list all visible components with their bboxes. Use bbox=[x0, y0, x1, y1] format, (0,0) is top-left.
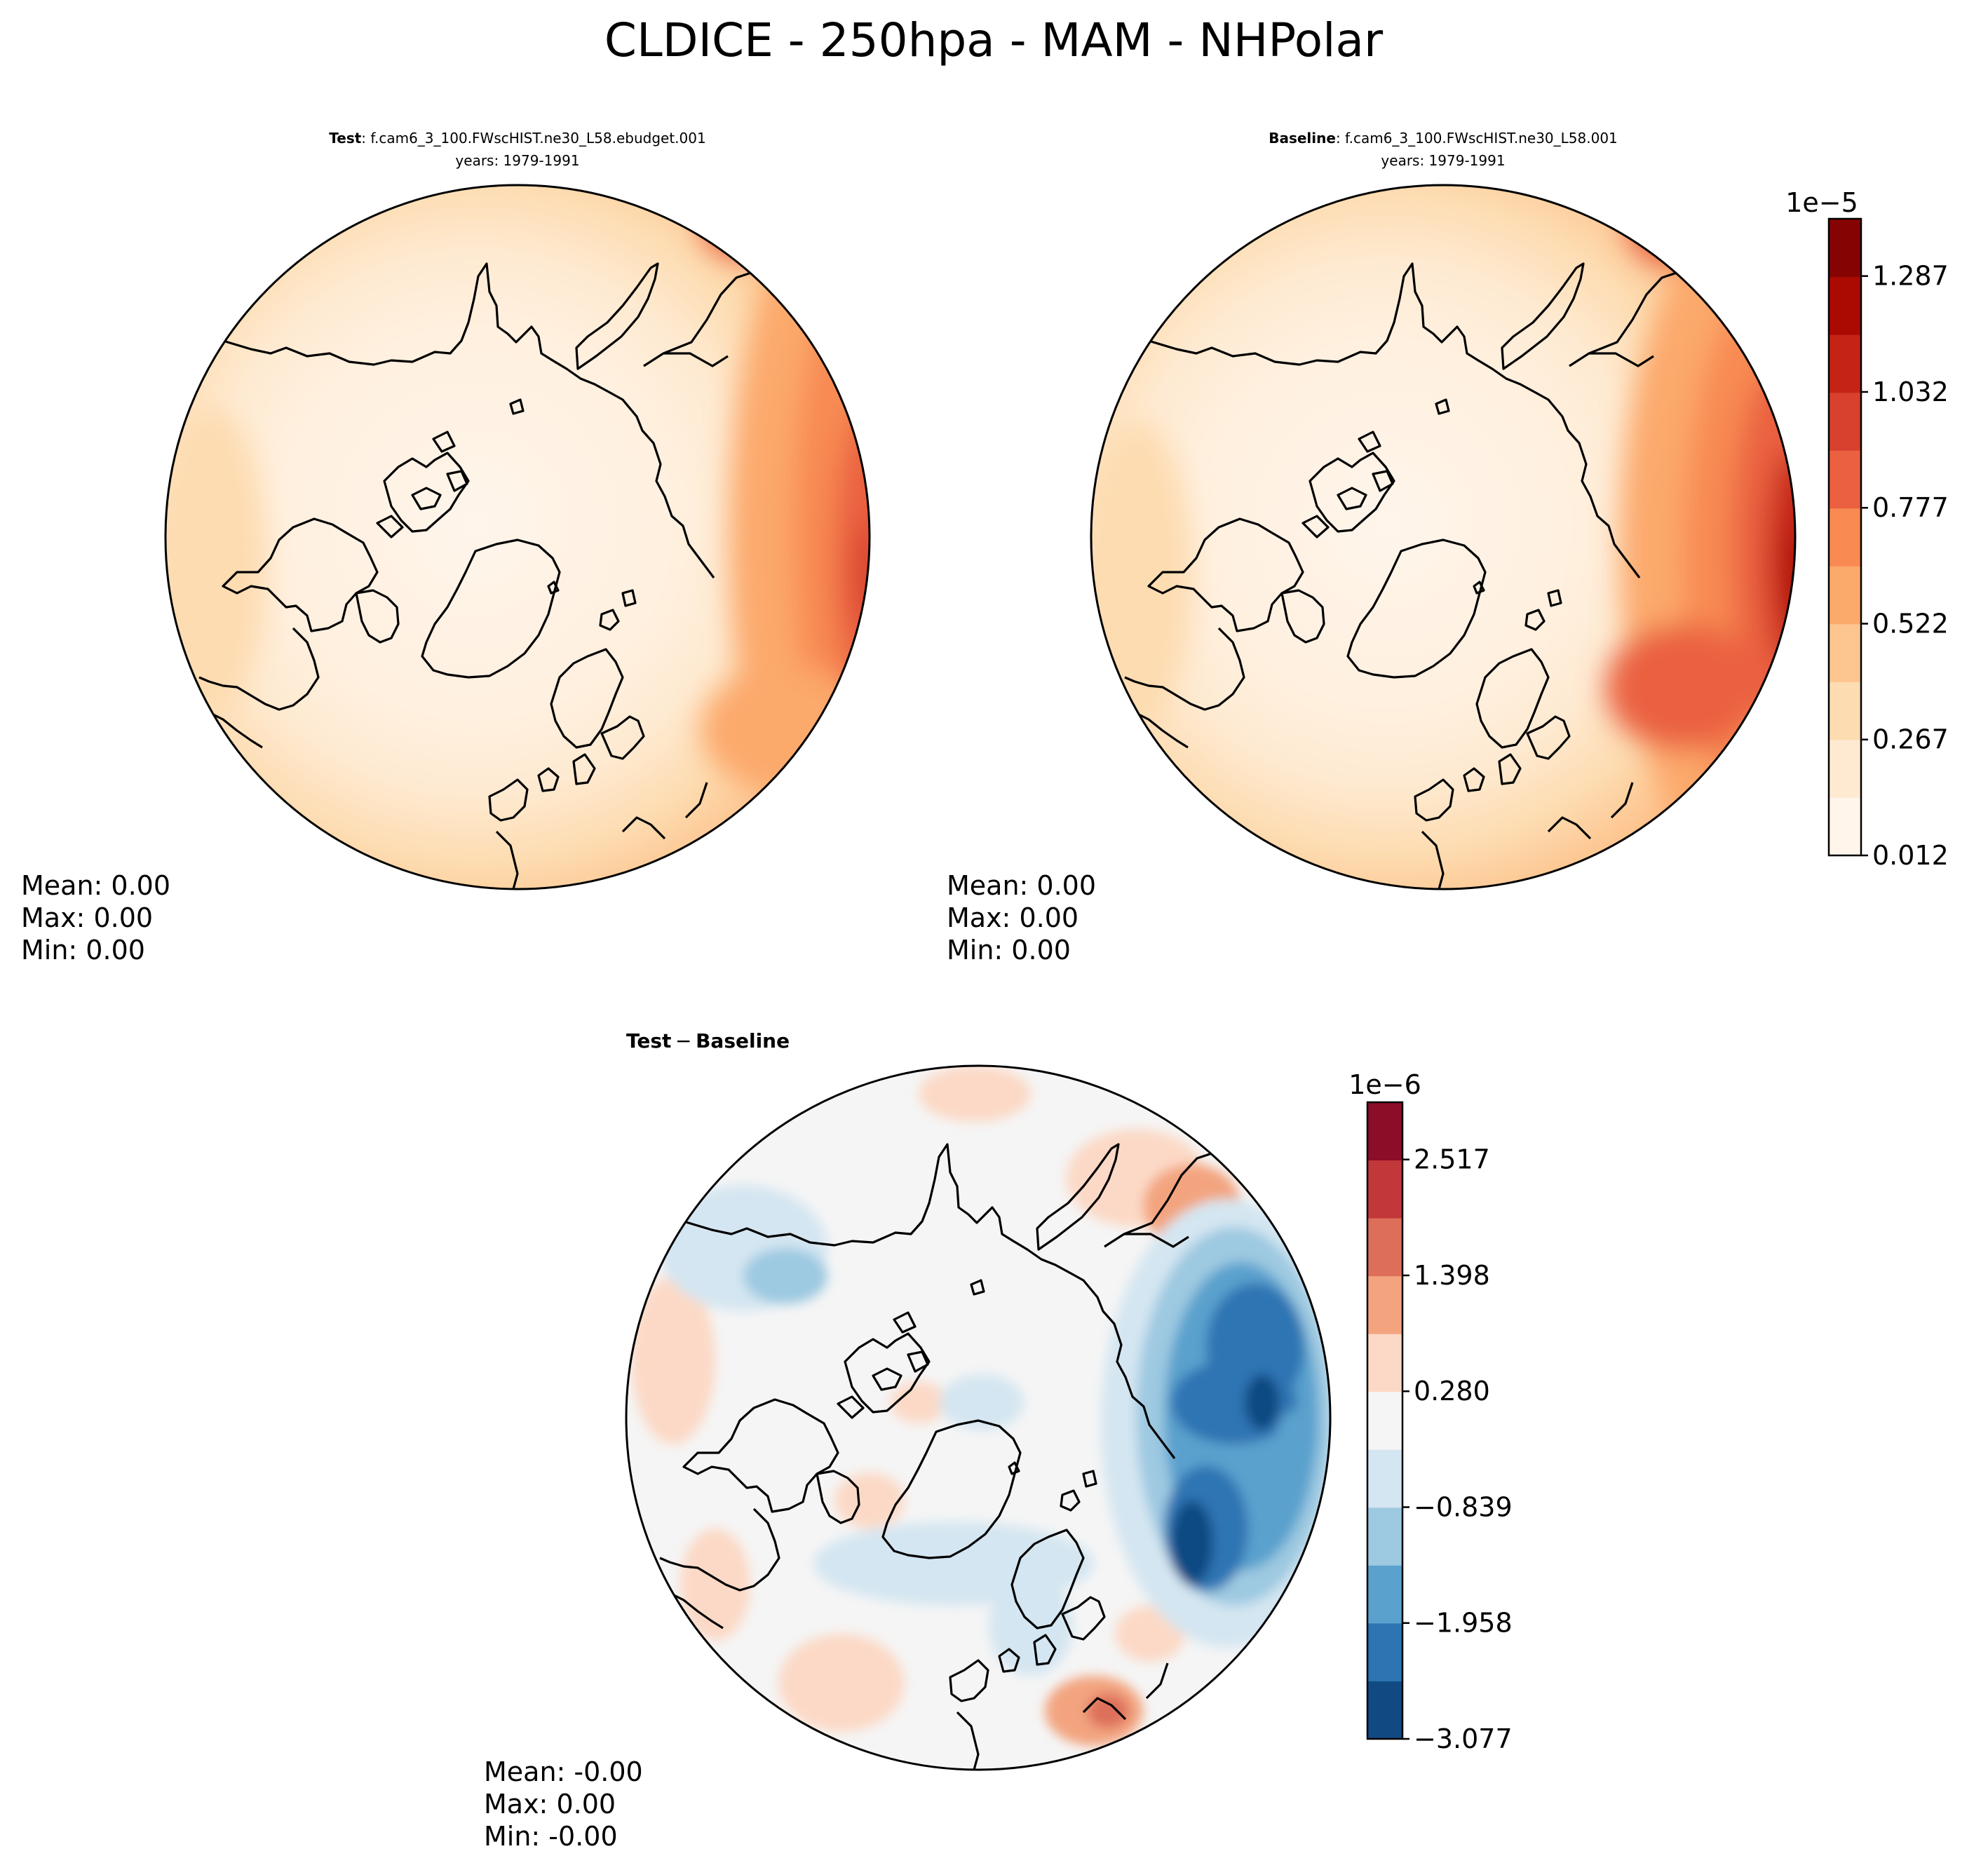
panel-test-title: Test: f.cam6_3_100.FWscHIST.ne30_L58.ebu… bbox=[329, 130, 705, 147]
main-colorbar-tick-label: 1.032 bbox=[1872, 377, 1949, 407]
panel-baseline-title-rest: : f.cam6_3_100.FWscHIST.ne30_L58.001 bbox=[1336, 130, 1618, 147]
panel-test-mean: Mean: 0.00 bbox=[21, 870, 170, 901]
panel-difference-title-rest-bold: Baseline bbox=[696, 1029, 790, 1052]
main-colorbar-segment bbox=[1829, 219, 1861, 278]
panel-difference-map bbox=[626, 1066, 1330, 1770]
figure-title: CLDICE - 250hpa - MAM - NHPolar bbox=[604, 13, 1384, 67]
diff-colorbar-tick-label: −0.839 bbox=[1414, 1491, 1513, 1522]
panel-test-min: Min: 0.00 bbox=[21, 935, 145, 966]
panel-difference-max: Max: 0.00 bbox=[484, 1789, 616, 1820]
main-colorbar-frame bbox=[1827, 217, 1862, 857]
diff-colorbar-segment bbox=[1367, 1160, 1402, 1219]
panel-test-max: Max: 0.00 bbox=[21, 902, 153, 933]
main-colorbar-tick-label: 1.287 bbox=[1872, 261, 1949, 292]
diff-colorbar-segment bbox=[1367, 1622, 1402, 1681]
panel-difference: Test − Baseline bbox=[484, 1029, 1332, 1852]
panel-baseline-max: Max: 0.00 bbox=[947, 902, 1078, 933]
panel-test: Test: f.cam6_3_100.FWscHIST.ne30_L58.ebu… bbox=[21, 130, 871, 966]
panel-difference-title-rest: − bbox=[671, 1029, 696, 1052]
panel-baseline-boundary bbox=[1090, 184, 1797, 890]
main-colorbar-segment bbox=[1829, 334, 1861, 393]
colorbar-main: 1e−5 0.012 0.267 0.522 0.777 1.032 1.287 bbox=[1785, 187, 1949, 871]
diff-colorbar-tick-label: −1.958 bbox=[1414, 1608, 1513, 1639]
diff-colorbar-segment bbox=[1367, 1391, 1402, 1450]
main-colorbar-tick-label: 0.267 bbox=[1872, 724, 1949, 755]
panel-difference-title: Test − Baseline bbox=[626, 1029, 790, 1052]
panel-difference-mean: Mean: -0.00 bbox=[484, 1756, 643, 1787]
panel-test-title-bold: Test bbox=[329, 130, 361, 147]
colorbar-diff: 1e−6 −3.077 −1.958 −0.839 0.280 1.398 2.517 bbox=[1348, 1069, 1512, 1754]
diff-colorbar-segment bbox=[1367, 1275, 1402, 1334]
diff-colorbar-segment bbox=[1367, 1334, 1402, 1393]
main-colorbar-segment bbox=[1829, 682, 1861, 740]
main-colorbar-segment bbox=[1829, 797, 1861, 856]
panel-baseline-map bbox=[1091, 185, 1795, 889]
diff-colorbar-frame bbox=[1366, 1101, 1404, 1740]
panel-baseline-mean: Mean: 0.00 bbox=[947, 870, 1096, 901]
main-colorbar-tick-label: 0.012 bbox=[1872, 840, 1949, 871]
diff-colorbar-segment bbox=[1367, 1449, 1402, 1508]
colorbar-diff-exponent: 1e−6 bbox=[1348, 1069, 1421, 1100]
panel-difference-title-bold: Test bbox=[626, 1029, 671, 1052]
main-colorbar-segment bbox=[1829, 450, 1861, 509]
panel-baseline-title: Baseline: f.cam6_3_100.FWscHIST.ne30_L58… bbox=[1269, 130, 1618, 147]
panel-difference-min: Min: -0.00 bbox=[484, 1821, 618, 1852]
main-colorbar-segment bbox=[1829, 276, 1861, 335]
diff-colorbar-tick-label: 2.517 bbox=[1414, 1144, 1490, 1175]
diff-colorbar-segment bbox=[1367, 1565, 1402, 1624]
diff-colorbar-segment bbox=[1367, 1681, 1402, 1740]
main-colorbar-segment bbox=[1829, 566, 1861, 625]
panel-difference-boundary bbox=[625, 1064, 1332, 1771]
main-colorbar-segment bbox=[1829, 392, 1861, 451]
panel-test-title-rest: : f.cam6_3_100.FWscHIST.ne30_L58.ebudget… bbox=[361, 130, 705, 147]
main-colorbar-tick-label: 0.522 bbox=[1872, 608, 1949, 639]
colorbar-main-exponent: 1e−5 bbox=[1785, 187, 1858, 218]
main-colorbar-tick-label: 0.777 bbox=[1872, 492, 1949, 523]
diff-colorbar-segment bbox=[1367, 1507, 1402, 1566]
panel-test-boundary bbox=[164, 184, 871, 890]
main-colorbar-segment bbox=[1829, 739, 1861, 798]
panel-baseline-subtitle: years: 1979-1991 bbox=[1381, 152, 1505, 169]
panel-test-subtitle: years: 1979-1991 bbox=[455, 152, 579, 169]
panel-baseline-title-bold: Baseline bbox=[1269, 130, 1336, 147]
main-colorbar-segment bbox=[1829, 623, 1861, 682]
panel-baseline-min: Min: 0.00 bbox=[947, 935, 1071, 966]
main-colorbar-segment bbox=[1829, 508, 1861, 567]
diff-colorbar-segment bbox=[1367, 1102, 1402, 1161]
diff-colorbar-tick-label: 1.398 bbox=[1414, 1260, 1490, 1291]
panel-test-map bbox=[165, 185, 870, 889]
diff-colorbar-tick-label: 0.280 bbox=[1414, 1376, 1490, 1407]
diff-colorbar-tick-label: −3.077 bbox=[1414, 1723, 1513, 1754]
diff-colorbar-segment bbox=[1367, 1218, 1402, 1277]
panel-baseline: Baseline: f.cam6_3_100.FWscHIST.ne30_L58… bbox=[947, 130, 1797, 966]
